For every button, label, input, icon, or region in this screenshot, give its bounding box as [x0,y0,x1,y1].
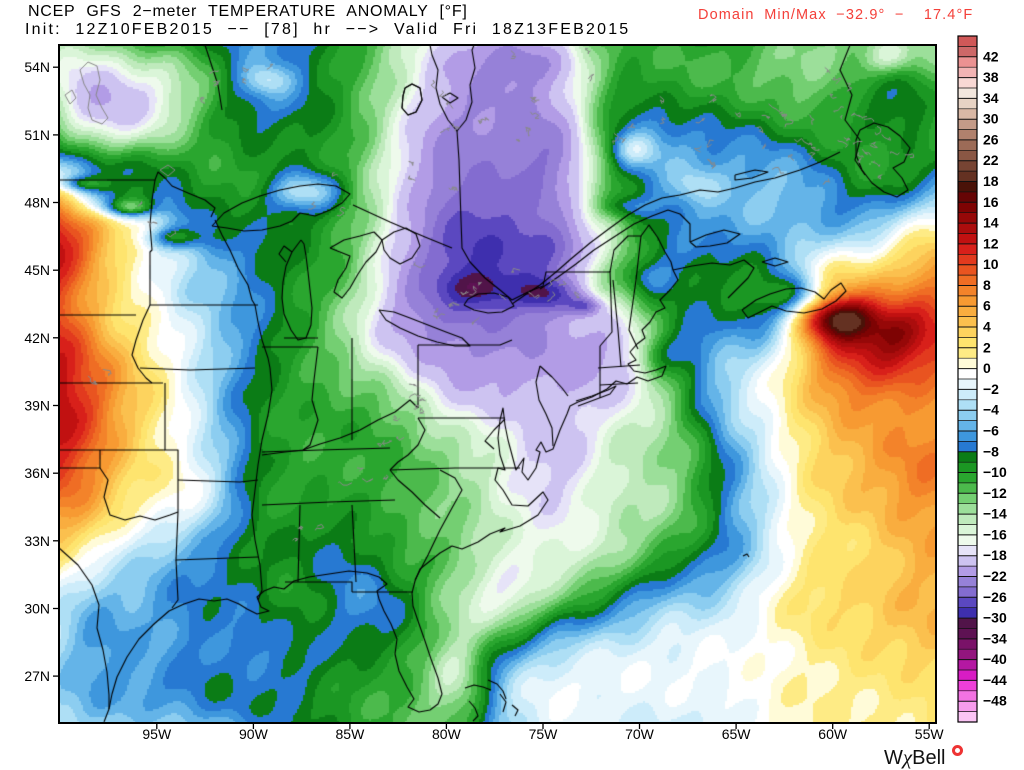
svg-text:36N: 36N [24,465,50,481]
svg-text:2: 2 [983,339,991,355]
svg-text:6: 6 [983,298,991,314]
svg-text:18: 18 [983,173,999,189]
svg-text:−2: −2 [983,381,999,397]
svg-text:−4: −4 [983,402,999,418]
svg-text:−10: −10 [983,464,1007,480]
svg-text:48N: 48N [24,195,50,211]
svg-text:80W: 80W [432,726,462,742]
svg-text:27N: 27N [24,668,50,684]
svg-text:−40: −40 [983,651,1007,667]
svg-text:70W: 70W [625,726,655,742]
svg-text:45N: 45N [24,262,50,278]
svg-text:−12: −12 [983,485,1007,501]
svg-text:51N: 51N [24,127,50,143]
svg-text:4: 4 [983,319,991,335]
svg-text:14: 14 [983,215,999,231]
svg-text:8: 8 [983,277,991,293]
svg-text:30: 30 [983,111,999,127]
svg-text:39N: 39N [24,398,50,414]
svg-text:30N: 30N [24,601,50,617]
svg-text:−22: −22 [983,568,1007,584]
svg-text:22: 22 [983,152,999,168]
svg-text:55W: 55W [915,726,945,742]
svg-text:−14: −14 [983,506,1007,522]
svg-text:−30: −30 [983,610,1007,626]
svg-text:26: 26 [983,131,999,147]
svg-text:10: 10 [983,256,999,272]
svg-text:42: 42 [983,48,999,64]
svg-text:65W: 65W [722,726,752,742]
svg-text:42N: 42N [24,330,50,346]
svg-text:−8: −8 [983,443,999,459]
svg-text:−44: −44 [983,672,1007,688]
svg-text:−18: −18 [983,547,1007,563]
svg-text:−34: −34 [983,630,1007,646]
svg-text:0: 0 [983,360,991,376]
svg-text:−6: −6 [983,423,999,439]
svg-text:60W: 60W [818,726,848,742]
svg-text:33N: 33N [24,533,50,549]
svg-text:90W: 90W [239,726,269,742]
svg-text:75W: 75W [529,726,559,742]
svg-text:12: 12 [983,235,999,251]
svg-text:95W: 95W [142,726,172,742]
svg-text:−48: −48 [983,693,1007,709]
svg-text:38: 38 [983,69,999,85]
svg-text:85W: 85W [336,726,366,742]
svg-text:54N: 54N [24,59,50,75]
svg-text:−26: −26 [983,589,1007,605]
svg-text:16: 16 [983,194,999,210]
svg-text:−16: −16 [983,526,1007,542]
svg-text:34: 34 [983,90,999,106]
